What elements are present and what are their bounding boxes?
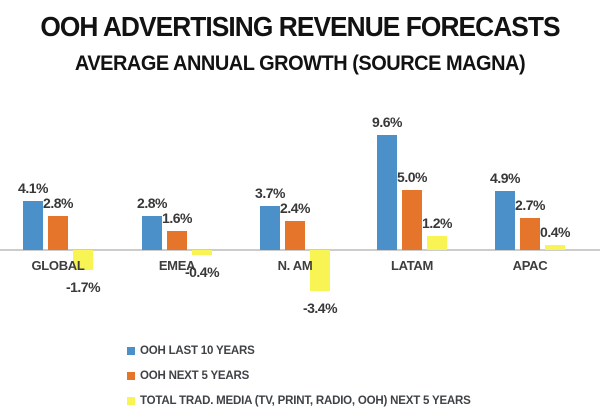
category-label-n-am: N. AM [277, 258, 313, 273]
value-label: 3.7% [255, 185, 285, 201]
value-label: -1.7% [65, 279, 101, 295]
bar-ooh-last-10-years-latam [377, 135, 397, 250]
legend-item-ooh-last-10-years: OOH LAST 10 YEARS [127, 344, 471, 357]
bar-ooh-next-5-years-global [48, 216, 68, 250]
bar-ooh-last-10-years-emea [142, 216, 162, 250]
category-label-global: GLOBAL [31, 258, 85, 273]
category-label-apac: APAC [512, 258, 548, 273]
value-label: 5.0% [397, 169, 427, 185]
bar-ooh-next-5-years-latam [402, 190, 422, 250]
value-label: 4.1% [18, 180, 48, 196]
value-label: 2.4% [280, 200, 310, 216]
bar-total-trad-media-tv-print-radio-ooh-next-5-years-global [73, 250, 93, 270]
bar-total-trad-media-tv-print-radio-ooh-next-5-years-apac [545, 245, 565, 250]
bar-ooh-next-5-years-emea [167, 231, 187, 250]
value-label: 4.9% [490, 170, 520, 186]
value-label: -3.4% [302, 300, 338, 316]
legend: OOH LAST 10 YEARS OOH NEXT 5 YEARS TOTAL… [127, 344, 471, 419]
bar-total-trad-media-tv-print-radio-ooh-next-5-years-latam [427, 236, 447, 250]
category-label-latam: LATAM [390, 258, 434, 273]
legend-swatch-yellow-icon [127, 396, 135, 405]
legend-item-ooh-next-5-years: OOH NEXT 5 YEARS [127, 369, 471, 382]
bar-ooh-last-10-years-n-am [260, 206, 280, 250]
bar-ooh-next-5-years-n-am [285, 221, 305, 250]
page-subtitle: AVERAGE ANNUAL GROWTH (SOURCE MAGNA) [74, 52, 526, 75]
legend-item-total-trad-media: TOTAL TRAD. MEDIA (TV, PRINT, RADIO, OOH… [127, 394, 471, 407]
page-title: OOH ADVERTISING REVENUE FORECASTS [40, 11, 560, 42]
legend-label-ooh-next-5-years: OOH NEXT 5 YEARS [140, 369, 250, 382]
bar-ooh-last-10-years-apac [495, 191, 515, 250]
legend-swatch-orange-icon [127, 371, 135, 380]
value-label: 2.7% [515, 197, 545, 213]
x-axis-line [0, 249, 600, 251]
value-label: -0.4% [184, 264, 220, 280]
category-label-emea: EMEA [158, 258, 196, 273]
legend-swatch-blue-icon [127, 346, 135, 355]
value-label: 1.6% [162, 210, 192, 226]
bar-ooh-last-10-years-global [23, 201, 43, 250]
value-label: 2.8% [43, 195, 73, 211]
bar-ooh-next-5-years-apac [520, 218, 540, 250]
bar-total-trad-media-tv-print-radio-ooh-next-5-years-n-am [310, 250, 330, 291]
value-label: 9.6% [372, 114, 402, 130]
legend-label-ooh-last-10-years: OOH LAST 10 YEARS [140, 344, 255, 357]
value-label: 1.2% [422, 215, 452, 231]
value-label: 0.4% [540, 224, 570, 240]
legend-label-total-trad-media: TOTAL TRAD. MEDIA (TV, PRINT, RADIO, OOH… [140, 394, 471, 407]
bar-total-trad-media-tv-print-radio-ooh-next-5-years-emea [192, 250, 212, 255]
value-label: 2.8% [137, 195, 167, 211]
